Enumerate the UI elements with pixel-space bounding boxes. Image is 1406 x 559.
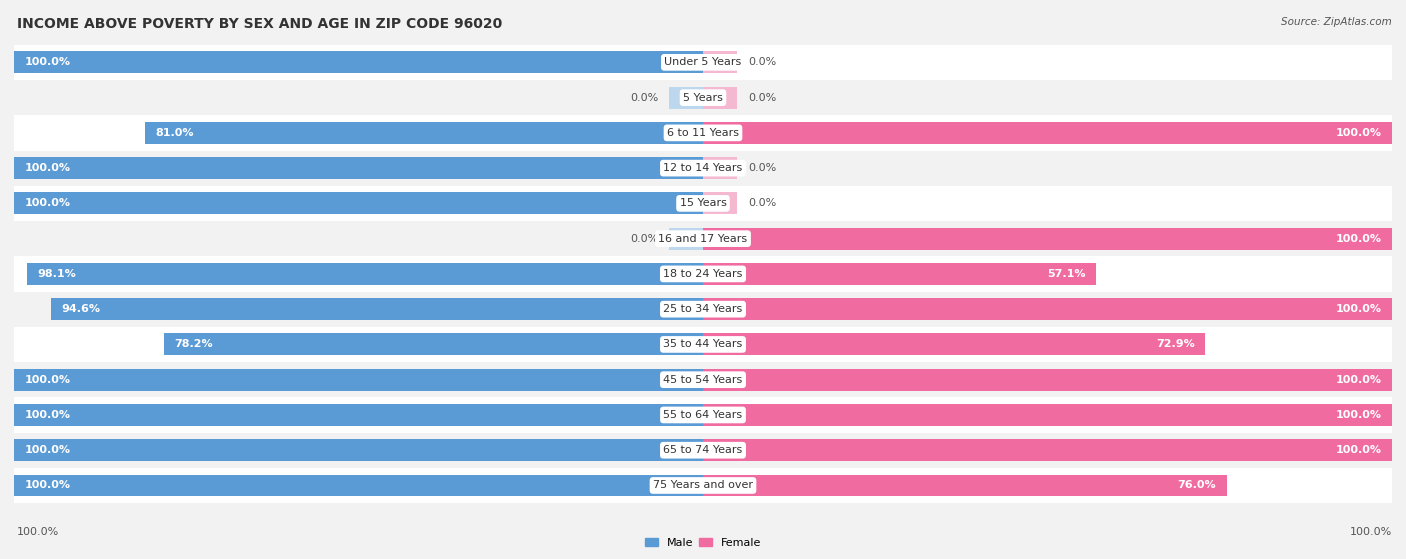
Text: 25 to 34 Years: 25 to 34 Years — [664, 304, 742, 314]
Bar — [703, 404, 1392, 426]
Bar — [703, 299, 1392, 320]
Bar — [14, 221, 1392, 256]
Text: 100.0%: 100.0% — [1336, 128, 1382, 138]
Text: 100.0%: 100.0% — [17, 527, 59, 537]
Bar — [703, 334, 1205, 356]
Text: 100.0%: 100.0% — [1336, 445, 1382, 455]
Bar — [165, 334, 703, 356]
Bar — [14, 256, 1392, 292]
Bar — [14, 468, 1392, 503]
Bar — [14, 475, 703, 496]
Text: 12 to 14 Years: 12 to 14 Years — [664, 163, 742, 173]
Text: 100.0%: 100.0% — [24, 445, 70, 455]
Legend: Male, Female: Male, Female — [640, 533, 766, 552]
Bar — [703, 51, 738, 73]
Bar — [703, 475, 1226, 496]
Text: 72.9%: 72.9% — [1156, 339, 1195, 349]
Text: 57.1%: 57.1% — [1047, 269, 1085, 279]
Text: 100.0%: 100.0% — [1336, 410, 1382, 420]
Text: 0.0%: 0.0% — [748, 163, 776, 173]
Bar — [703, 369, 1392, 391]
Text: 76.0%: 76.0% — [1178, 481, 1216, 490]
Text: 100.0%: 100.0% — [1336, 375, 1382, 385]
Bar — [14, 157, 703, 179]
Text: 75 Years and over: 75 Years and over — [652, 481, 754, 490]
Bar — [703, 439, 1392, 461]
Bar — [145, 122, 703, 144]
Bar — [14, 186, 1392, 221]
Bar — [703, 122, 1392, 144]
Text: 100.0%: 100.0% — [24, 163, 70, 173]
Text: 100.0%: 100.0% — [24, 410, 70, 420]
Bar — [669, 228, 703, 249]
Bar — [14, 362, 1392, 397]
Bar — [14, 369, 703, 391]
Bar — [703, 87, 738, 108]
Bar — [14, 404, 703, 426]
Bar — [14, 192, 703, 214]
Bar — [703, 228, 1392, 249]
Text: 100.0%: 100.0% — [24, 375, 70, 385]
Text: 100.0%: 100.0% — [24, 481, 70, 490]
Text: 6 to 11 Years: 6 to 11 Years — [666, 128, 740, 138]
Bar — [27, 263, 703, 285]
Text: 65 to 74 Years: 65 to 74 Years — [664, 445, 742, 455]
Text: 94.6%: 94.6% — [62, 304, 101, 314]
Text: 0.0%: 0.0% — [748, 58, 776, 67]
Bar — [14, 150, 1392, 186]
Bar — [14, 327, 1392, 362]
Text: 0.0%: 0.0% — [748, 198, 776, 209]
Text: 15 Years: 15 Years — [679, 198, 727, 209]
Text: 98.1%: 98.1% — [38, 269, 76, 279]
Bar — [14, 397, 1392, 433]
Text: 100.0%: 100.0% — [24, 198, 70, 209]
Bar — [703, 157, 738, 179]
Bar — [14, 115, 1392, 150]
Bar — [703, 263, 1097, 285]
Text: 100.0%: 100.0% — [1336, 304, 1382, 314]
Bar — [14, 51, 703, 73]
Text: 81.0%: 81.0% — [155, 128, 194, 138]
Text: 5 Years: 5 Years — [683, 93, 723, 103]
Bar — [51, 299, 703, 320]
Text: Under 5 Years: Under 5 Years — [665, 58, 741, 67]
Bar — [14, 439, 703, 461]
Text: 16 and 17 Years: 16 and 17 Years — [658, 234, 748, 244]
Text: 0.0%: 0.0% — [748, 93, 776, 103]
Bar — [703, 192, 738, 214]
Text: Source: ZipAtlas.com: Source: ZipAtlas.com — [1281, 17, 1392, 27]
Bar — [14, 433, 1392, 468]
Text: 100.0%: 100.0% — [1336, 234, 1382, 244]
Text: 78.2%: 78.2% — [174, 339, 214, 349]
Text: 0.0%: 0.0% — [630, 234, 658, 244]
Text: 100.0%: 100.0% — [1350, 527, 1392, 537]
Bar — [669, 87, 703, 108]
Text: 55 to 64 Years: 55 to 64 Years — [664, 410, 742, 420]
Bar — [14, 45, 1392, 80]
Text: 45 to 54 Years: 45 to 54 Years — [664, 375, 742, 385]
Text: 18 to 24 Years: 18 to 24 Years — [664, 269, 742, 279]
Text: INCOME ABOVE POVERTY BY SEX AND AGE IN ZIP CODE 96020: INCOME ABOVE POVERTY BY SEX AND AGE IN Z… — [17, 17, 502, 31]
Bar — [14, 292, 1392, 327]
Bar — [14, 80, 1392, 115]
Text: 100.0%: 100.0% — [24, 58, 70, 67]
Text: 0.0%: 0.0% — [630, 93, 658, 103]
Text: 35 to 44 Years: 35 to 44 Years — [664, 339, 742, 349]
